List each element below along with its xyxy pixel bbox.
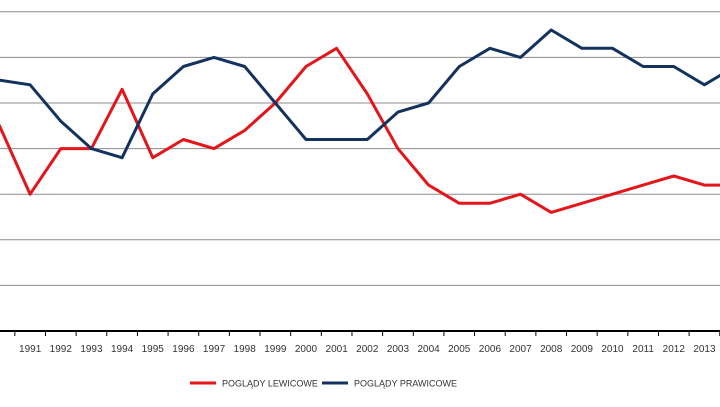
x-tick-label: 2008	[540, 344, 563, 355]
x-tick-label: 1998	[234, 344, 257, 355]
x-tick-label: 2002	[356, 344, 379, 355]
x-tick-label: 1992	[50, 344, 73, 355]
x-tick-label: 2010	[601, 344, 624, 355]
x-tick-label: 1995	[142, 344, 165, 355]
legend-label: POGLĄDY PRAWICOWE	[354, 379, 457, 389]
gridlines	[0, 11, 720, 286]
x-tick-label: 1993	[80, 344, 103, 355]
series-lines	[0, 28, 720, 214]
x-tick-label: 2003	[387, 344, 410, 355]
x-axis	[0, 330, 720, 336]
legend-label: POGLĄDY LEWICOWE	[222, 379, 318, 389]
x-tick-label: 2004	[417, 344, 440, 355]
x-tick-label: 2012	[663, 344, 686, 355]
series-line-prawicowe	[0, 28, 720, 160]
x-tick-label: 2011	[632, 344, 654, 355]
x-tick-label: 1999	[264, 344, 287, 355]
x-tick-label: 2006	[479, 344, 502, 355]
x-tick-label: 2000	[295, 344, 318, 355]
x-tick-label: 1996	[172, 344, 195, 355]
x-tick-label: 2009	[571, 344, 594, 355]
series-line-lewicowe	[0, 46, 720, 214]
x-tick-label: 1997	[203, 344, 226, 355]
x-tick-label: 2013	[693, 344, 716, 355]
x-tick-label: 1994	[111, 344, 134, 355]
x-tick-label: 2001	[326, 344, 349, 355]
legend: POGLĄDY LEWICOWE POGLĄDY PRAWICOWE	[190, 379, 457, 389]
x-tick-label: 2005	[448, 344, 471, 355]
x-tick-label: 1991	[19, 344, 42, 355]
x-tick-label: 2007	[509, 344, 532, 355]
x-tick-labels: 1991 1992 1993 1994 1995 1996 1997 1998 1999 2000…	[19, 344, 716, 355]
